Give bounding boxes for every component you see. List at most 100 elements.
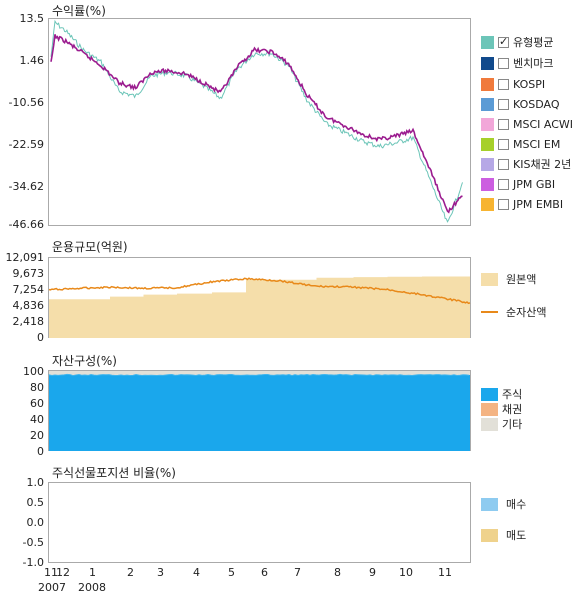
legend-checkbox[interactable]: [498, 138, 509, 150]
legend-label: 순자산액: [506, 306, 547, 319]
legend-swatch: [481, 497, 498, 511]
composition-stocks-edge: [48, 373, 470, 377]
x-tick-month: 11: [44, 566, 58, 579]
legend-label: 벤치마크: [513, 57, 554, 70]
aum-chart: [48, 276, 471, 338]
aum-y-tick: 7,254: [12, 283, 45, 296]
legend-label: KIS채권 2년: [513, 158, 572, 171]
legend-label: 채권: [502, 403, 523, 416]
returns-y-tick: -22.59: [8, 138, 44, 151]
legend-swatch: [481, 387, 498, 401]
returns-series-line: [50, 19, 463, 223]
aum-y-tick: 2,418: [12, 315, 45, 328]
x-tick-month: 5: [228, 566, 235, 579]
x-tick-month: 8: [334, 566, 341, 579]
legend-kosdaq[interactable]: KOSDAQ: [481, 97, 560, 111]
x-tick-month: 10: [399, 566, 413, 579]
x-tick-month: 6: [261, 566, 268, 579]
aum-net-assets-line: [48, 277, 471, 305]
legend-label: 주식: [502, 388, 523, 401]
legend-checkbox[interactable]: [498, 98, 509, 110]
legend-line: [481, 311, 498, 313]
legend-label: JPM GBI: [513, 177, 556, 191]
x-tick-month: 11: [438, 566, 452, 579]
legend-swatch: [481, 77, 494, 91]
legend-checkbox[interactable]: [498, 57, 509, 69]
x-tick-month: 1: [89, 566, 96, 579]
returns-y-tick: -34.62: [8, 180, 44, 193]
legend-swatch: [481, 197, 494, 211]
aum-title: 운용규모(억원): [52, 240, 128, 254]
legend-kis-bond-2y[interactable]: KIS채권 2년: [481, 157, 571, 171]
composition-y-tick: 80: [30, 381, 44, 394]
composition-y-tick: 0: [37, 445, 44, 458]
aum-y-tick: 4,836: [12, 299, 45, 312]
legend-benchmark[interactable]: 벤치마크: [481, 56, 553, 70]
legend-stocks: 주식: [481, 387, 522, 401]
legend-label: 매도: [506, 529, 527, 542]
aum-y-tick: 0: [37, 331, 44, 344]
legend-label: KOSDAQ: [513, 97, 560, 111]
returns-title: 수익률(%): [52, 4, 106, 18]
returns-series-line: [50, 34, 463, 214]
legend-msci-acwi[interactable]: MSCI ACWI: [481, 117, 573, 131]
legend-checkbox[interactable]: [498, 178, 509, 190]
futures-y-tick: 0.5: [26, 496, 45, 509]
returns-plot-frame: [48, 18, 471, 226]
legend-label: 원본액: [506, 273, 537, 286]
legend-net-assets: 순자산액: [481, 305, 546, 319]
legend-swatch: [481, 157, 494, 171]
legend-swatch: [481, 35, 494, 49]
legend-label: 매수: [506, 498, 527, 511]
x-tick-month: 12: [56, 566, 70, 579]
x-tick-year: 2008: [78, 581, 106, 594]
legend-kospi[interactable]: KOSPI: [481, 77, 545, 91]
aum-y-tick: 9,673: [12, 267, 45, 280]
legend-jpm-embi[interactable]: JPM EMBI: [481, 197, 563, 211]
returns-y-tick: 13.5: [19, 12, 45, 25]
legend-checkbox[interactable]: [498, 35, 509, 48]
x-tick-month: 4: [193, 566, 200, 579]
legend-swatch: [481, 528, 498, 542]
composition-other-area: [49, 371, 470, 375]
futures-y-tick: 1.0: [26, 476, 45, 489]
legend-checkbox[interactable]: [498, 158, 509, 170]
legend-swatch: [481, 417, 498, 431]
legend-label: JPM EMBI: [513, 197, 564, 211]
legend-bonds: 채권: [481, 402, 522, 416]
legend-long: 매수: [481, 497, 526, 511]
composition-stocks-area: [49, 375, 470, 451]
returns-y-tick: 1.46: [19, 54, 45, 67]
legend-label: MSCI ACWI: [513, 117, 574, 131]
legend-checkbox[interactable]: [498, 78, 509, 90]
legend-principal: 원본액: [481, 272, 536, 286]
legend-swatch: [481, 97, 494, 111]
returns-chart: [50, 19, 463, 223]
legend-checkbox[interactable]: [498, 118, 509, 130]
returns-y-tick: -46.66: [8, 218, 44, 231]
futures-plot-frame: [48, 482, 471, 563]
x-tick-month: 7: [294, 566, 301, 579]
futures-title: 주식선물포지션 비율(%): [52, 466, 176, 480]
legend-short: 매도: [481, 528, 526, 542]
legend-label: 기타: [502, 418, 523, 431]
composition-title: 자산구성(%): [52, 354, 117, 368]
legend-checkbox[interactable]: [498, 198, 509, 210]
legend-swatch: [481, 137, 494, 151]
composition-y-tick: 40: [30, 413, 44, 426]
futures-y-tick: 0.0: [26, 516, 45, 529]
legend-msci-em[interactable]: MSCI EM: [481, 137, 560, 151]
legend-swatch: [481, 272, 498, 286]
legend-swatch: [481, 402, 498, 416]
aum-y-tick: 12,091: [5, 251, 45, 264]
returns-y-tick: -10.56: [8, 96, 44, 109]
x-tick-year: 2007: [38, 581, 66, 594]
aum-principal-area: [49, 276, 470, 338]
legend-jpm-gbi[interactable]: JPM GBI: [481, 177, 555, 191]
x-tick-month: 2: [127, 566, 134, 579]
legend-other: 기타: [481, 417, 522, 431]
legend-label: 유형평균: [513, 36, 554, 49]
composition-y-tick: 100: [23, 365, 44, 378]
legend-type-average[interactable]: 유형평균: [481, 35, 553, 49]
